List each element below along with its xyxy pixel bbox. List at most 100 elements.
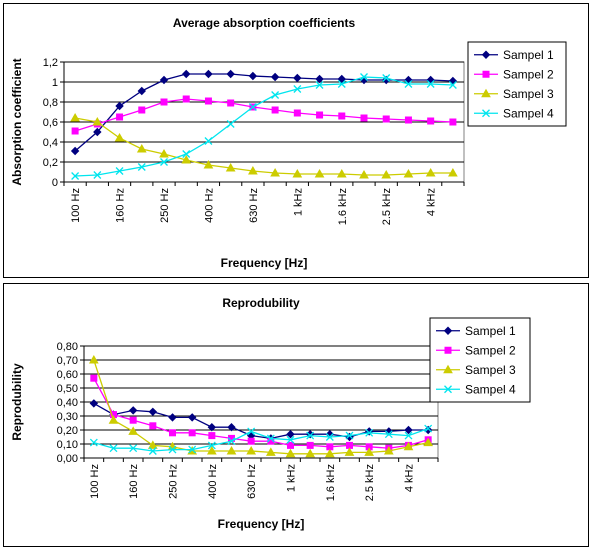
data-point bbox=[403, 441, 414, 451]
data-point bbox=[128, 426, 139, 435]
data-point bbox=[168, 445, 177, 454]
data-point bbox=[382, 115, 390, 123]
data-point bbox=[427, 117, 435, 125]
legend-item: Sampel 1 bbox=[436, 324, 516, 338]
reproducibility-chart: Reprodubility 0,00 0,10 0,20 0,30 0,40 0,50 0,6… bbox=[10, 296, 531, 531]
data-point bbox=[248, 71, 258, 81]
data-point bbox=[204, 137, 213, 145]
y-axis-title: Reprodubility bbox=[10, 363, 24, 441]
y-tick-label: 0,70 bbox=[57, 355, 78, 367]
x-tick-label: 1 kHz bbox=[286, 464, 298, 492]
data-point bbox=[226, 445, 237, 455]
data-point bbox=[404, 431, 413, 440]
data-point bbox=[360, 73, 368, 81]
data-point bbox=[345, 431, 354, 440]
data-point bbox=[159, 148, 169, 158]
data-point bbox=[404, 116, 412, 124]
data-point bbox=[266, 434, 275, 443]
data-point bbox=[115, 167, 124, 175]
legend-label: Sampel 1 bbox=[503, 48, 554, 62]
legend-marker bbox=[481, 88, 491, 98]
x-tick-label: 250 Hz bbox=[159, 188, 171, 223]
data-point bbox=[90, 374, 98, 382]
data-point bbox=[225, 162, 236, 172]
data-point bbox=[286, 435, 295, 444]
data-point bbox=[88, 354, 99, 364]
legend-label: Sampel 4 bbox=[503, 106, 554, 120]
data-point bbox=[204, 97, 212, 105]
data-point bbox=[129, 444, 138, 453]
data-point bbox=[227, 99, 235, 107]
y-tick-label: 0 bbox=[52, 177, 58, 189]
data-point bbox=[129, 416, 137, 424]
data-point bbox=[148, 407, 158, 417]
y-tick-label: 0,40 bbox=[57, 397, 78, 409]
x-axis-title: Frequency [Hz] bbox=[218, 517, 305, 531]
data-point bbox=[293, 85, 302, 93]
data-point bbox=[271, 91, 280, 99]
data-point bbox=[115, 101, 124, 111]
data-point bbox=[337, 80, 346, 88]
y-tick-label: 0,80 bbox=[57, 341, 78, 353]
data-point bbox=[381, 169, 392, 179]
x-tick-label: 630 Hz bbox=[246, 464, 258, 499]
x-tick-label: 400 Hz bbox=[207, 464, 219, 499]
data-point bbox=[325, 433, 334, 441]
chart-title: Reprodubility bbox=[222, 296, 300, 310]
data-point bbox=[182, 69, 191, 79]
legend-label: Sampel 1 bbox=[465, 324, 516, 338]
legend-marker bbox=[482, 70, 490, 78]
data-point bbox=[426, 80, 435, 88]
data-point bbox=[292, 168, 303, 178]
series-4 bbox=[71, 73, 457, 180]
data-point bbox=[305, 448, 316, 458]
data-point bbox=[404, 80, 413, 88]
chart-title: Average absorption coefficients bbox=[173, 16, 356, 30]
data-point bbox=[208, 432, 216, 440]
x-axis-title: Frequency [Hz] bbox=[221, 256, 308, 270]
series-line bbox=[75, 76, 453, 177]
data-point bbox=[137, 86, 146, 96]
data-point bbox=[169, 429, 176, 437]
data-point bbox=[70, 146, 80, 156]
data-point bbox=[116, 113, 124, 121]
data-point bbox=[182, 150, 191, 158]
x-tick-label: 250 Hz bbox=[168, 464, 180, 499]
y-tick-label: 0,00 bbox=[57, 453, 78, 465]
y-tick-label: 0,50 bbox=[57, 383, 78, 395]
data-point bbox=[136, 143, 147, 153]
x-tick-label: 2.5 kHz bbox=[364, 464, 376, 501]
y-tick-label: 0,2 bbox=[43, 157, 58, 169]
x-tick-label: 4 kHz bbox=[404, 464, 416, 492]
series-line bbox=[74, 117, 453, 176]
legend-label: Sampel 3 bbox=[503, 87, 554, 101]
legend-item: Sampel 2 bbox=[474, 67, 554, 81]
data-point bbox=[93, 127, 102, 137]
x-tick-label: 630 Hz bbox=[248, 188, 260, 223]
x-tick-label: 2.5 kHz bbox=[381, 188, 393, 225]
data-point bbox=[338, 112, 346, 120]
data-point bbox=[188, 445, 197, 454]
series-line bbox=[93, 377, 429, 449]
data-point bbox=[248, 103, 257, 111]
data-point bbox=[93, 171, 102, 179]
data-point bbox=[324, 448, 335, 458]
x-tick-label: 160 Hz bbox=[128, 464, 140, 499]
data-point bbox=[364, 447, 375, 456]
data-point bbox=[147, 440, 158, 449]
data-point bbox=[89, 438, 98, 447]
data-point bbox=[306, 431, 315, 440]
series-2 bbox=[90, 374, 432, 452]
series-line bbox=[74, 98, 453, 132]
y-tick-label: 0,4 bbox=[43, 137, 58, 149]
x-tick-label: 100 Hz bbox=[70, 188, 82, 223]
x-tick-label: 160 Hz bbox=[115, 188, 127, 223]
y-tick-label: 1 bbox=[52, 77, 58, 89]
data-point bbox=[424, 424, 433, 433]
data-point bbox=[270, 167, 280, 177]
data-point bbox=[306, 441, 314, 449]
data-point bbox=[382, 74, 391, 82]
legend-marker bbox=[482, 109, 490, 118]
data-point bbox=[364, 427, 374, 436]
data-point bbox=[182, 95, 190, 103]
